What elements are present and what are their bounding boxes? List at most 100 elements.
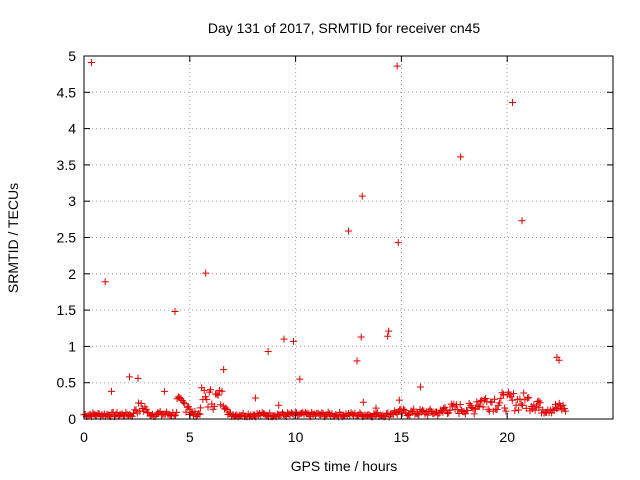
- y-tick-label: 0: [68, 411, 76, 427]
- data-point: [535, 404, 543, 412]
- data-points: [80, 59, 570, 421]
- data-point: [358, 192, 366, 200]
- data-point: [266, 409, 274, 417]
- data-point: [280, 335, 288, 343]
- data-point: [202, 269, 210, 277]
- data-point: [318, 409, 326, 417]
- data-point: [296, 375, 304, 383]
- y-tick-label: 3: [68, 193, 76, 209]
- x-tick-label: 15: [394, 429, 410, 445]
- data-point: [470, 410, 478, 418]
- data-point: [465, 399, 473, 407]
- y-tick-label: 1.5: [57, 302, 77, 318]
- data-point: [475, 403, 483, 411]
- y-tick-label: 0.5: [57, 375, 77, 391]
- data-point: [520, 389, 528, 397]
- data-point: [209, 405, 217, 413]
- data-point: [134, 374, 142, 382]
- data-point: [551, 400, 559, 408]
- data-point: [518, 217, 526, 225]
- data-point: [207, 386, 215, 394]
- data-point: [142, 405, 150, 413]
- y-tick-label: 4: [68, 121, 76, 137]
- data-point: [289, 337, 297, 345]
- data-point: [359, 398, 367, 406]
- data-point: [218, 387, 226, 395]
- data-point: [108, 387, 116, 395]
- data-point: [454, 405, 462, 413]
- x-tick-label: 20: [499, 429, 515, 445]
- grid-lines: [84, 56, 613, 419]
- data-point: [522, 404, 530, 412]
- data-point: [510, 390, 518, 398]
- data-point: [132, 406, 140, 414]
- x-tick-label: 0: [80, 429, 88, 445]
- data-point: [487, 398, 495, 406]
- data-point: [508, 98, 516, 106]
- data-point: [251, 394, 259, 402]
- y-tick-label: 3.5: [57, 157, 77, 173]
- data-point: [353, 357, 361, 365]
- data-point: [372, 404, 380, 412]
- data-point: [393, 410, 401, 418]
- data-point: [264, 347, 272, 355]
- y-tick-label: 5: [68, 48, 76, 64]
- data-point: [496, 399, 504, 407]
- data-point: [173, 408, 181, 416]
- data-point: [446, 406, 454, 414]
- data-point: [512, 401, 520, 409]
- data-point: [482, 394, 490, 402]
- data-point: [518, 401, 526, 409]
- x-tick-label: 5: [186, 429, 194, 445]
- data-point: [87, 59, 95, 67]
- data-point: [419, 406, 427, 414]
- data-point: [555, 356, 563, 364]
- data-point: [200, 386, 208, 394]
- data-point: [416, 383, 424, 391]
- data-point: [222, 404, 230, 412]
- data-point: [498, 389, 506, 397]
- data-point: [491, 395, 499, 403]
- data-point: [499, 390, 507, 398]
- y-axis-label: SRMTID / TECUs: [5, 183, 21, 293]
- data-point: [177, 395, 185, 403]
- data-point: [204, 403, 212, 411]
- data-point: [170, 412, 178, 420]
- data-point: [525, 394, 533, 402]
- data-point: [196, 404, 204, 412]
- data-point: [393, 62, 401, 70]
- data-point: [501, 404, 509, 412]
- data-point: [474, 401, 482, 409]
- data-point: [356, 409, 364, 417]
- data-point: [473, 398, 481, 406]
- data-point: [400, 405, 408, 413]
- data-point: [468, 404, 476, 412]
- data-point: [410, 405, 418, 413]
- data-point: [196, 410, 204, 418]
- data-point: [160, 387, 168, 395]
- data-point: [553, 405, 561, 413]
- data-point: [101, 278, 109, 286]
- data-point: [477, 397, 485, 405]
- data-point: [511, 407, 519, 415]
- data-point: [405, 411, 413, 419]
- data-point: [391, 407, 399, 415]
- data-point: [384, 332, 392, 340]
- data-point: [395, 396, 403, 404]
- y-tick-label: 4.5: [57, 84, 77, 100]
- chart-title: Day 131 of 2017, SRMTID for receiver cn4…: [208, 20, 481, 36]
- data-point: [517, 400, 525, 408]
- data-point: [125, 373, 133, 381]
- data-point: [531, 406, 539, 414]
- data-point: [275, 401, 283, 409]
- data-point: [394, 239, 402, 247]
- data-point: [502, 407, 510, 415]
- data-point: [220, 366, 228, 374]
- data-point: [516, 395, 524, 403]
- data-point: [479, 403, 487, 411]
- data-point: [484, 405, 492, 413]
- data-point: [549, 405, 557, 413]
- data-point: [181, 400, 189, 408]
- data-point: [457, 153, 465, 161]
